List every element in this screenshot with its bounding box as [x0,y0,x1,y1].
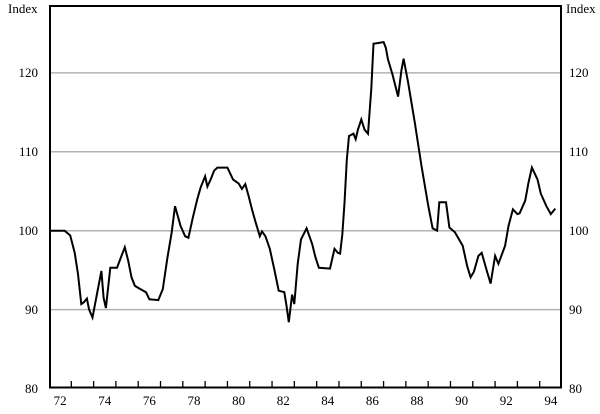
y-tick-label-right-90: 90 [569,301,582,317]
x-tick-label-72: 72 [53,393,67,408]
x-tick-label-92: 92 [499,393,513,408]
series-line-index [49,40,557,323]
plot-frame [49,5,562,389]
x-tick-label-80: 80 [232,393,246,408]
y-tick-label-right-80: 80 [569,380,582,396]
x-tick-label-74: 74 [98,393,112,408]
x-tick-label-88: 88 [410,393,424,408]
y-tick-label-left-80: 80 [25,380,38,396]
y-tick-label-left-100: 100 [18,222,39,238]
x-tick-label-78: 78 [187,393,201,408]
x-tick-label-90: 90 [455,393,469,408]
x-tick-label-94: 94 [544,393,558,408]
y-tick-label-left-110: 110 [18,143,38,159]
y-axis-title-left: Index [8,1,38,16]
x-tick-label-82: 82 [276,393,290,408]
y-axis-title-right: Index [566,1,596,16]
x-tick-label-84: 84 [321,393,335,408]
y-tick-label-left-120: 120 [18,64,39,80]
y-tick-label-right-100: 100 [569,222,589,238]
y-tick-label-right-110: 110 [569,143,589,159]
x-tick-label-76: 76 [142,393,156,408]
x-tick-label-86: 86 [365,393,379,408]
y-tick-label-left-90: 90 [25,301,38,317]
y-tick-label-right-120: 120 [569,64,589,80]
